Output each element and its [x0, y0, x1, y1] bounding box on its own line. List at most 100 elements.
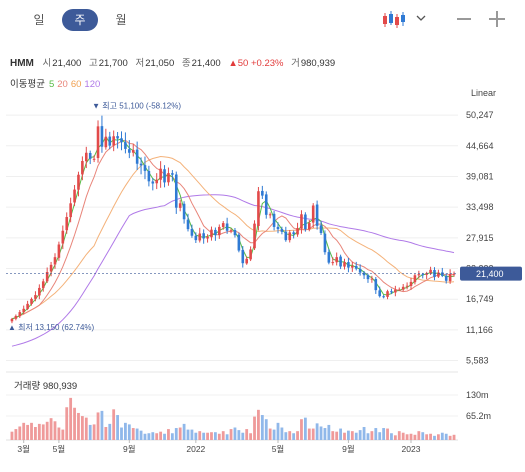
candle-body — [116, 136, 119, 139]
candle-body — [319, 225, 323, 233]
volume-bar — [217, 433, 221, 440]
volume-bar — [315, 423, 319, 440]
volume-tick-label: 65.2m — [466, 411, 491, 421]
candle-body — [34, 295, 37, 299]
tab-day[interactable]: 일 — [33, 13, 45, 27]
volume-bar — [319, 426, 323, 440]
y-tick-label: 44,664 — [466, 141, 494, 151]
volume-bar — [159, 431, 163, 440]
candle-body — [397, 289, 401, 291]
volume-bar — [378, 432, 382, 440]
volume-bar — [45, 421, 49, 440]
candle-body — [272, 213, 276, 227]
candle-body — [22, 308, 25, 313]
volume-bar — [311, 428, 315, 440]
candle-body — [366, 275, 370, 280]
candle-body — [343, 262, 346, 267]
volume-bar — [34, 427, 37, 440]
volume-bar — [272, 429, 276, 440]
candle-body — [425, 273, 428, 275]
volume-bar — [421, 432, 425, 440]
candle-body — [335, 257, 338, 263]
open-value: 21,400 — [52, 58, 82, 69]
volume-bar — [22, 422, 26, 440]
volume-bar — [307, 428, 311, 440]
candle-body — [268, 214, 272, 216]
volume-bar — [73, 407, 76, 440]
candle-body — [26, 303, 29, 309]
candle-body — [339, 256, 342, 267]
candle-body — [307, 223, 311, 230]
volume-bar — [280, 427, 284, 440]
zoom-in-button[interactable] — [489, 11, 505, 27]
last-price-label: 21,400 — [476, 269, 504, 279]
volume-bar — [194, 432, 198, 440]
volume-bar — [229, 429, 233, 440]
volume-bar — [370, 431, 374, 440]
candle-body — [448, 273, 452, 282]
candle-body — [104, 136, 108, 148]
tab-week[interactable]: 주 — [62, 9, 98, 31]
volume-bar — [386, 428, 389, 440]
change-percent: +0.23% — [250, 58, 284, 69]
volume-bar — [41, 424, 45, 440]
volume-bar — [382, 428, 386, 440]
scale-selector[interactable]: Linear — [471, 88, 497, 98]
last-price-tag — [460, 266, 522, 281]
x-tick-label: 9월 — [342, 444, 355, 454]
volume-bar — [327, 424, 331, 440]
zoom-out-button[interactable] — [457, 18, 471, 20]
candle-body — [88, 152, 92, 159]
volume-bar — [163, 433, 166, 440]
volume-bar — [202, 432, 206, 440]
candle-body — [131, 150, 135, 153]
volume-bar — [405, 434, 409, 440]
volume-bar — [108, 423, 112, 440]
volume-tick-label: 130m — [466, 390, 489, 400]
candle-body — [245, 258, 248, 264]
volume-bar — [49, 418, 53, 440]
volume-bar — [225, 434, 229, 440]
y-tick-label: 33,498 — [466, 202, 494, 212]
volume-bar — [221, 431, 225, 440]
candle-body — [327, 252, 331, 263]
candle-body — [206, 236, 209, 239]
volume-bar — [104, 427, 108, 440]
candle-body — [38, 287, 41, 296]
volume-bar — [296, 431, 299, 440]
candle-body — [257, 191, 260, 226]
volume-bar — [253, 416, 256, 440]
candle-body — [225, 223, 229, 231]
candle-body — [253, 223, 256, 249]
candle-body — [288, 232, 292, 241]
candle-body — [151, 181, 155, 184]
candle-body — [77, 174, 80, 190]
volume-bar — [80, 416, 84, 440]
candle-body — [280, 229, 284, 232]
volume-bar — [335, 431, 339, 440]
tab-month[interactable]: 월 — [115, 13, 127, 27]
volume-bar — [339, 428, 342, 440]
volume-bar — [390, 433, 393, 440]
volume-bar — [37, 423, 41, 440]
ma-label: 이동평균 — [10, 79, 45, 90]
candle-chart-icon[interactable] — [381, 10, 407, 30]
chevron-down-icon[interactable] — [416, 14, 426, 22]
candle-body — [441, 272, 444, 276]
volume-bar — [343, 432, 346, 440]
volume-bar — [401, 432, 405, 440]
ma60-label: 60 — [70, 79, 82, 90]
candle-body — [358, 268, 362, 273]
volume-bar — [167, 429, 170, 440]
volume-bar — [347, 430, 350, 440]
x-tick-label: 5월 — [53, 444, 66, 454]
volume-bar — [362, 427, 366, 440]
volume-bar — [440, 432, 444, 440]
candle-body — [214, 229, 217, 236]
volume-bar — [417, 431, 421, 440]
volume-bar — [14, 429, 18, 440]
candle-body — [304, 214, 307, 230]
candle-body — [444, 275, 448, 281]
volume-bar — [448, 435, 452, 440]
